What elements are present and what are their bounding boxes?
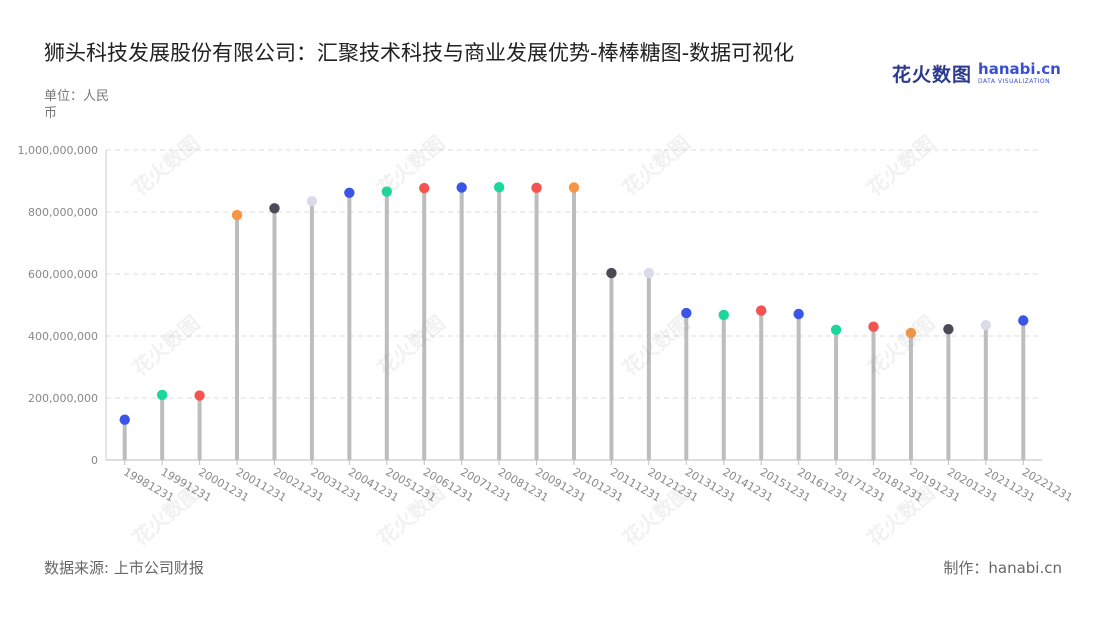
- lollipop-dot: [156, 389, 168, 401]
- y-tick-label: 200,000,000: [28, 392, 98, 405]
- y-tick-label: 1,000,000,000: [18, 144, 98, 157]
- brand-domain: hanabi.cn: [978, 59, 1061, 78]
- lollipop-dot: [531, 182, 542, 194]
- lollipop-dot: [419, 182, 430, 194]
- chart-title: 狮头科技发展股份有限公司：汇聚技术科技与商业发展优势-棒棒糖图-数据可视化: [44, 41, 795, 65]
- lollipop-dot: [381, 186, 392, 197]
- lollipop-dot: [344, 187, 355, 198]
- lollipop-dot: [681, 307, 692, 319]
- brand-name-en-block: hanabi.cn DATA VISUALIZATION: [978, 59, 1061, 85]
- y-tick-label: 600,000,000: [28, 268, 98, 281]
- lollipop-dot: [718, 309, 729, 321]
- lollipop-dot: [793, 308, 804, 320]
- lollipop-dot: [456, 182, 467, 193]
- y-tick-label: 800,000,000: [28, 206, 98, 219]
- lollipop-dot: [756, 305, 767, 316]
- lollipop-dot: [980, 319, 992, 331]
- unit-label: 单位：人民币: [44, 89, 110, 121]
- brand-tagline: DATA VISUALIZATION: [978, 77, 1051, 85]
- lollipop-dot: [568, 182, 580, 193]
- y-tick-label: 0: [91, 454, 98, 467]
- credit-label: 制作：hanabi.cn: [943, 559, 1062, 577]
- lollipop-dot: [643, 267, 655, 279]
- y-tick-label: 400,000,000: [28, 330, 98, 343]
- brand-logo: 花火数图 hanabi.cn DATA VISUALIZATION: [892, 58, 1061, 88]
- lollipop-dot: [868, 321, 879, 332]
- data-source: 数据来源: 上市公司财报: [44, 559, 204, 577]
- lollipop-dot: [943, 323, 954, 335]
- lollipop-dot: [905, 327, 917, 339]
- lollipop-dot: [269, 203, 280, 214]
- lollipop-dot: [194, 390, 205, 401]
- brand-name-cn: 花火数图: [892, 63, 973, 86]
- lollipop-dot: [1018, 315, 1029, 326]
- lollipop-dot: [830, 324, 842, 335]
- lollipop-dot: [231, 209, 243, 221]
- lollipop-dot: [606, 267, 617, 279]
- lollipop-dot: [493, 182, 505, 193]
- lollipop-dot: [306, 195, 318, 207]
- lollipop-dot: [119, 414, 130, 425]
